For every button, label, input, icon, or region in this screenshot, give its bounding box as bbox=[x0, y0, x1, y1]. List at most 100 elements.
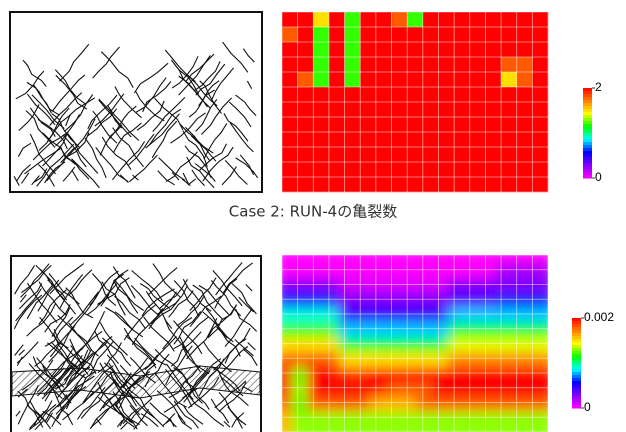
heat-cell bbox=[422, 147, 439, 163]
heat-cell bbox=[391, 87, 408, 103]
heat-cell bbox=[297, 57, 314, 73]
heat-cell bbox=[454, 102, 471, 118]
heat-cell bbox=[516, 177, 533, 193]
heat-cell bbox=[344, 177, 361, 193]
heat-cell bbox=[391, 117, 408, 133]
heat-cell bbox=[532, 177, 549, 193]
heat-cell bbox=[485, 27, 502, 43]
heat-cell bbox=[438, 27, 455, 43]
heat-cell bbox=[469, 87, 486, 103]
heat-cell bbox=[422, 177, 439, 193]
heat-cell bbox=[297, 147, 314, 163]
heat-cell bbox=[328, 117, 345, 133]
heat-cell bbox=[501, 12, 518, 28]
heat-cell bbox=[282, 117, 298, 133]
heat-cell bbox=[391, 162, 408, 178]
heat-cell bbox=[360, 87, 377, 103]
heat-cell bbox=[422, 57, 439, 73]
heat-cell bbox=[438, 147, 455, 163]
heat-cell bbox=[438, 12, 455, 28]
heat-cell bbox=[391, 147, 408, 163]
heat-cell bbox=[360, 162, 377, 178]
heat-cell bbox=[297, 27, 314, 43]
heat-cell bbox=[407, 87, 424, 103]
heat-cell bbox=[313, 12, 330, 28]
heat-cell bbox=[438, 57, 455, 73]
heat-cell bbox=[282, 57, 298, 73]
heat-cell bbox=[407, 177, 424, 193]
heat-cell bbox=[454, 177, 471, 193]
heat-cell bbox=[422, 162, 439, 178]
heat-cell bbox=[328, 147, 345, 163]
heat-cell bbox=[485, 162, 502, 178]
heat-cell bbox=[501, 102, 518, 118]
heat-cell bbox=[328, 12, 345, 28]
heat-cell bbox=[313, 87, 330, 103]
heat-cell bbox=[501, 72, 518, 88]
heat-cell bbox=[297, 42, 314, 58]
heat-cell bbox=[282, 177, 298, 193]
heat-cell bbox=[485, 177, 502, 193]
heat-cell bbox=[485, 117, 502, 133]
colorbar-label: 0 bbox=[584, 400, 591, 414]
heat-cell bbox=[328, 102, 345, 118]
heat-cell bbox=[344, 12, 361, 28]
heat-cell bbox=[485, 102, 502, 118]
heat-cell bbox=[532, 57, 549, 73]
heat-cell bbox=[469, 102, 486, 118]
heat-cell bbox=[438, 117, 455, 133]
heat-cell bbox=[516, 27, 533, 43]
heat-cell bbox=[328, 177, 345, 193]
heat-cell bbox=[391, 57, 408, 73]
crack-sketch bbox=[10, 255, 262, 432]
heat-cell bbox=[422, 72, 439, 88]
caption: Case 2: RUN-4の亀裂数 bbox=[229, 203, 397, 221]
heat-cell bbox=[313, 42, 330, 58]
heat-cell bbox=[344, 72, 361, 88]
heat-cell bbox=[532, 117, 549, 133]
heat-cell bbox=[407, 102, 424, 118]
heat-cell bbox=[501, 42, 518, 58]
heat-cell bbox=[328, 27, 345, 43]
heat-cell bbox=[360, 27, 377, 43]
heat-cell bbox=[422, 27, 439, 43]
heat-cell bbox=[469, 162, 486, 178]
heat-cell bbox=[485, 57, 502, 73]
heat-cell bbox=[407, 117, 424, 133]
heat-cell bbox=[375, 12, 392, 28]
heat-cell bbox=[297, 162, 314, 178]
heat-cell bbox=[375, 177, 392, 193]
heat-cell bbox=[313, 57, 330, 73]
heat-cell bbox=[469, 72, 486, 88]
heat-cell bbox=[501, 117, 518, 133]
heat-cell bbox=[469, 57, 486, 73]
heat-cell bbox=[297, 12, 314, 28]
heat-cell bbox=[407, 42, 424, 58]
heat-cell bbox=[360, 12, 377, 28]
heat-cell bbox=[313, 162, 330, 178]
colorbar: 0.002 0 bbox=[572, 310, 614, 414]
heat-cell bbox=[391, 12, 408, 28]
heat-cell bbox=[485, 12, 502, 28]
heat-cell bbox=[391, 42, 408, 58]
colorbar: 20 bbox=[583, 80, 602, 184]
heat-cell bbox=[526, 411, 548, 432]
heat-cell bbox=[485, 87, 502, 103]
heat-cell bbox=[454, 87, 471, 103]
heat-cell bbox=[532, 102, 549, 118]
heat-cell bbox=[438, 162, 455, 178]
heat-cell bbox=[407, 147, 424, 163]
heat-cell bbox=[485, 147, 502, 163]
heat-cell bbox=[282, 132, 298, 148]
heat-cell bbox=[469, 42, 486, 58]
heat-cell bbox=[344, 132, 361, 148]
heatmap bbox=[282, 255, 548, 432]
heatmap bbox=[281, 11, 549, 193]
heat-cell bbox=[407, 27, 424, 43]
colorbar-label: 0.002 bbox=[584, 310, 614, 324]
heat-cell bbox=[313, 102, 330, 118]
heat-cell bbox=[501, 132, 518, 148]
heat-cell bbox=[375, 162, 392, 178]
heat-cell bbox=[438, 177, 455, 193]
